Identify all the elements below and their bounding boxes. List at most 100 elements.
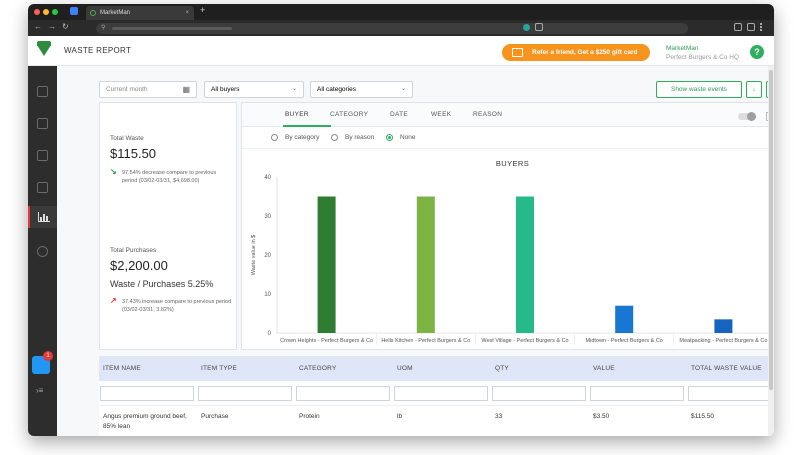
new-tab-button[interactable]: + (200, 5, 206, 15)
grouping-options: By category By reason None (242, 127, 774, 149)
tab-week[interactable]: WEEK (431, 111, 452, 118)
total-waste-label: Total Waste (110, 135, 144, 142)
sidebar-item-accounting-icon[interactable] (37, 150, 48, 161)
extensions-puzzle-icon[interactable] (734, 23, 742, 31)
extension-icon[interactable] (523, 24, 530, 31)
none-radio[interactable] (386, 134, 393, 141)
sidebar-toggle-icon[interactable] (747, 23, 755, 31)
filter-input-category[interactable] (296, 386, 390, 401)
tab-reason[interactable]: REASON (473, 111, 503, 118)
column-header-uom[interactable]: UOM (397, 365, 413, 372)
column-header-item-type[interactable]: ITEM TYPE (201, 365, 237, 372)
url-input[interactable]: ⚲ (96, 23, 688, 34)
y-tick-label: 40 (264, 175, 271, 181)
sidebar-item-inventory-icon[interactable] (37, 118, 48, 129)
forward-button[interactable]: → (48, 22, 56, 31)
x-tick-label: Crown Heights - Perfect Burgers & Co (280, 338, 373, 344)
chevron-down-icon: ⌄ (291, 86, 297, 92)
table-row[interactable]: Angus premium ground beef, 85% lean Purch… (99, 405, 774, 436)
x-tick-label: Hells Kitchen - Perfect Burgers & Co (381, 338, 470, 344)
calendar-icon: ▦ (182, 85, 190, 94)
tab-buyer[interactable]: BUYER (285, 111, 309, 118)
download-icon[interactable]: ↓ (746, 81, 762, 98)
total-waste-value: $115.50 (110, 146, 157, 161)
bookmark-star-icon[interactable] (535, 23, 543, 31)
table-filter-row (99, 381, 774, 405)
bar-chart-icon (38, 212, 50, 222)
buyers-select[interactable]: All buyers ⌄ (204, 81, 304, 98)
active-tab-indicator (283, 125, 331, 127)
waste-change-note: 97.54% decrease compare to previous peri… (122, 170, 217, 184)
marketman-logo-icon[interactable] (37, 41, 51, 56)
by-category-label: By category (285, 134, 320, 141)
expand-sidebar-icon[interactable]: ›≡ (36, 386, 44, 395)
tab-category[interactable]: CATEGORY (330, 111, 369, 118)
table-cell-item-name: Angus premium ground beef, 85% lean (103, 413, 187, 430)
bar-4 (615, 305, 634, 333)
sidebar-item-settings-icon[interactable] (37, 246, 48, 257)
notification-badge: 1 (43, 351, 53, 361)
column-header-category[interactable]: CATEGORY (299, 365, 337, 372)
main-content: Current month ▦ All buyers ⌄ All categor… (57, 66, 774, 436)
table-header: ITEM NAME ITEM TYPE CATEGORY UOM QTY VALUE TOT… (99, 356, 774, 381)
table-cell-qty: 33 (495, 413, 503, 420)
close-window-button[interactable] (34, 9, 40, 15)
bar-2 (416, 196, 435, 333)
column-header-qty[interactable]: QTY (495, 365, 509, 372)
table-cell-item-type: Purchase (201, 413, 229, 420)
filter-input-uom[interactable] (394, 386, 488, 401)
site-info-icon[interactable]: ⚲ (101, 25, 106, 31)
y-tick-label: 30 (264, 214, 271, 220)
tab-date[interactable]: DATE (390, 111, 409, 118)
chevron-down-icon: ⌄ (400, 86, 406, 92)
more-menu-icon[interactable] (760, 23, 763, 31)
filter-input-item-name[interactable] (100, 386, 194, 401)
filter-input-value[interactable] (590, 386, 684, 401)
browser-tab-title: MarketMan (100, 10, 131, 16)
maximize-window-button[interactable] (52, 9, 58, 15)
categories-select[interactable]: All categories ⌄ (310, 81, 413, 98)
scrollbar[interactable] (768, 66, 774, 436)
sidebar-item-recipes-icon[interactable] (37, 182, 48, 193)
browser-tab[interactable]: MarketMan × (86, 6, 194, 20)
extension-icon[interactable] (70, 7, 78, 15)
column-header-total-waste-value[interactable]: TOTAL WASTE VALUE (691, 365, 762, 372)
x-tick-label: West Village - Perfect Burgers & Co (481, 338, 568, 344)
table-cell-uom: lb (397, 413, 403, 420)
promotions-button[interactable]: 1 (32, 351, 53, 374)
summary-card: Total Waste $115.50 ↘ 97.54% decrease co… (99, 102, 237, 350)
minimize-window-button[interactable] (43, 9, 49, 15)
chart-toggle-switch[interactable] (738, 112, 756, 121)
total-purchases-label: Total Purchases (110, 247, 157, 254)
filter-input-item-type[interactable] (198, 386, 292, 401)
refer-friend-button[interactable]: Refer a friend, Get a $250 gift card (502, 44, 650, 61)
filter-input-total-waste-value[interactable] (688, 386, 774, 401)
chart-tabs: BUYER CATEGORY DATE WEEK REASON (242, 103, 774, 127)
total-purchases-value: $2,200.00 (110, 258, 168, 273)
sidebar-item-reports[interactable] (28, 206, 57, 228)
user-menu[interactable]: MarketMan Perfect Burgers & Co HQ (666, 44, 739, 62)
refer-friend-label: Refer a friend, Get a $250 gift card (532, 49, 638, 56)
column-header-value[interactable]: VALUE (593, 365, 615, 372)
browser-window: MarketMan × + ← → ↻ ⚲ WASTE REPORT Refer… (28, 4, 774, 436)
tab-close-icon[interactable]: × (185, 10, 189, 16)
user-company: Perfect Burgers & Co HQ (666, 54, 739, 61)
buyers-value: All buyers (211, 86, 240, 93)
scrollbar-thumb[interactable] (769, 70, 773, 390)
back-button[interactable]: ← (34, 22, 42, 31)
none-label: None (400, 134, 416, 141)
filter-input-qty[interactable] (492, 386, 586, 401)
categories-value: All categories (317, 86, 357, 93)
reload-button[interactable]: ↻ (62, 22, 69, 31)
gift-card-icon (512, 48, 523, 57)
by-reason-radio[interactable] (331, 134, 338, 141)
by-category-radio[interactable] (271, 134, 278, 141)
trend-up-icon: ↗ (110, 296, 117, 305)
user-name: MarketMan (666, 45, 699, 52)
column-header-item-name[interactable]: ITEM NAME (103, 365, 141, 372)
help-button[interactable]: ? (750, 45, 764, 59)
show-waste-events-button[interactable]: Show waste events (656, 81, 742, 98)
trend-down-icon: ↘ (110, 167, 117, 176)
period-picker[interactable]: Current month ▦ (99, 81, 197, 98)
sidebar-item-orders-icon[interactable] (37, 86, 48, 97)
